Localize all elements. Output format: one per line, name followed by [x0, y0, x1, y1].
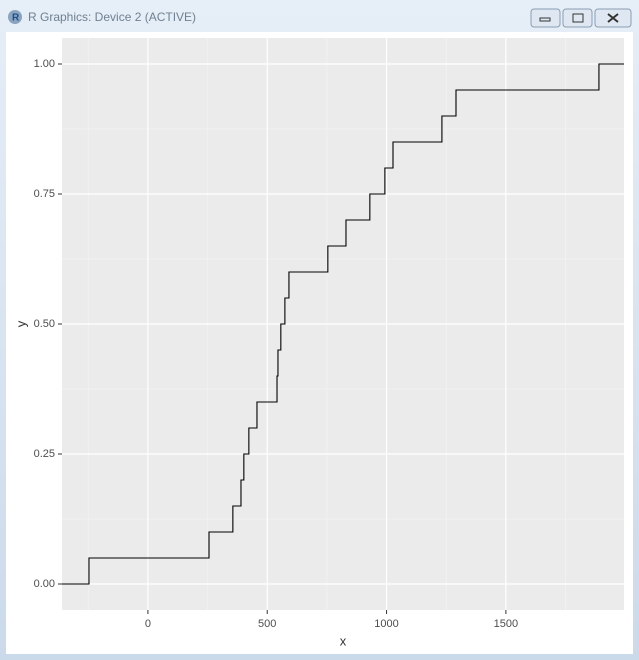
x-tick-label: 0	[145, 618, 151, 630]
ecdf-step-line	[62, 63, 624, 585]
y-tick-label: 0.25	[34, 448, 55, 460]
x-tick-label: 500	[258, 618, 276, 630]
y-tick-label: 1.00	[34, 58, 55, 70]
y-tick-label: 0.50	[34, 318, 55, 330]
window-title: R Graphics: Device 2 (ACTIVE)	[28, 10, 196, 24]
maximize-button[interactable]	[562, 8, 593, 28]
y-tick-label: 0.75	[34, 188, 55, 200]
close-icon	[607, 13, 619, 23]
app-icon	[8, 10, 22, 24]
chart: 0.00 0.25 0.50 0.75 1.00 0 500 1000 1500	[34, 38, 624, 630]
x-tick-label: 1000	[374, 618, 398, 630]
maximize-icon	[572, 13, 584, 23]
y-tick-label: 0.00	[34, 578, 55, 590]
minimize-icon	[539, 17, 551, 22]
x-tick-label: 1500	[494, 618, 518, 630]
y-axis-title: y	[13, 320, 28, 327]
x-axis-title: x	[340, 633, 347, 648]
app-icon-letter: R	[12, 13, 20, 24]
